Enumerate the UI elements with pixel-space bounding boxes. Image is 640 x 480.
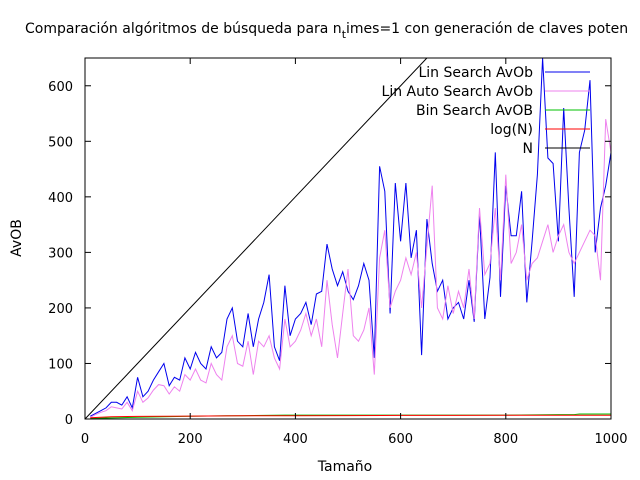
series-line-3 [90,414,611,419]
legend-label-2: Bin Search AvOB [416,103,533,119]
y-tick-label-4: 400 [48,191,73,206]
chart-title: Comparación algóritmos de búsqueda para … [25,21,628,41]
x-tick-label-5: 1000 [594,432,627,447]
chart-title-main: Comparación algóritmos de búsqueda para … [25,21,342,37]
series-line-0 [90,58,611,417]
x-axis-label: Tamaño [317,459,372,475]
y-axis-label: AvOB [9,219,25,257]
legend-label-4: N [523,141,533,157]
legend: Lin Search AvOb Lin Auto Search AvOb Bin S… [382,65,590,157]
x-tick-label-4: 800 [493,432,518,447]
ticks-layer: 0 200 400 600 800 1000 0 100 200 300 400 500 600 [48,58,628,447]
y-tick-label-1: 100 [48,357,73,372]
chart-title-subscript: t [342,28,347,41]
legend-label-3: log(N) [490,122,533,138]
legend-label-1: Lin Auto Search AvOb [382,84,534,100]
chart-title-rest: imes=1 con generación de claves poten [346,21,628,37]
y-tick-label-2: 200 [48,302,73,317]
series-line-1 [90,119,611,418]
x-tick-label-1: 200 [178,432,203,447]
y-tick-label-3: 300 [48,246,73,261]
y-tick-label-5: 500 [48,135,73,150]
x-tick-label-2: 400 [283,432,308,447]
series-line-4 [85,58,428,419]
x-tick-label-3: 600 [388,432,413,447]
x-tick-label-0: 0 [81,432,89,447]
legend-label-0: Lin Search AvOb [418,65,533,81]
y-tick-label-0: 0 [65,413,73,428]
plot-frame [84,57,612,420]
y-tick-label-6: 600 [48,80,73,95]
